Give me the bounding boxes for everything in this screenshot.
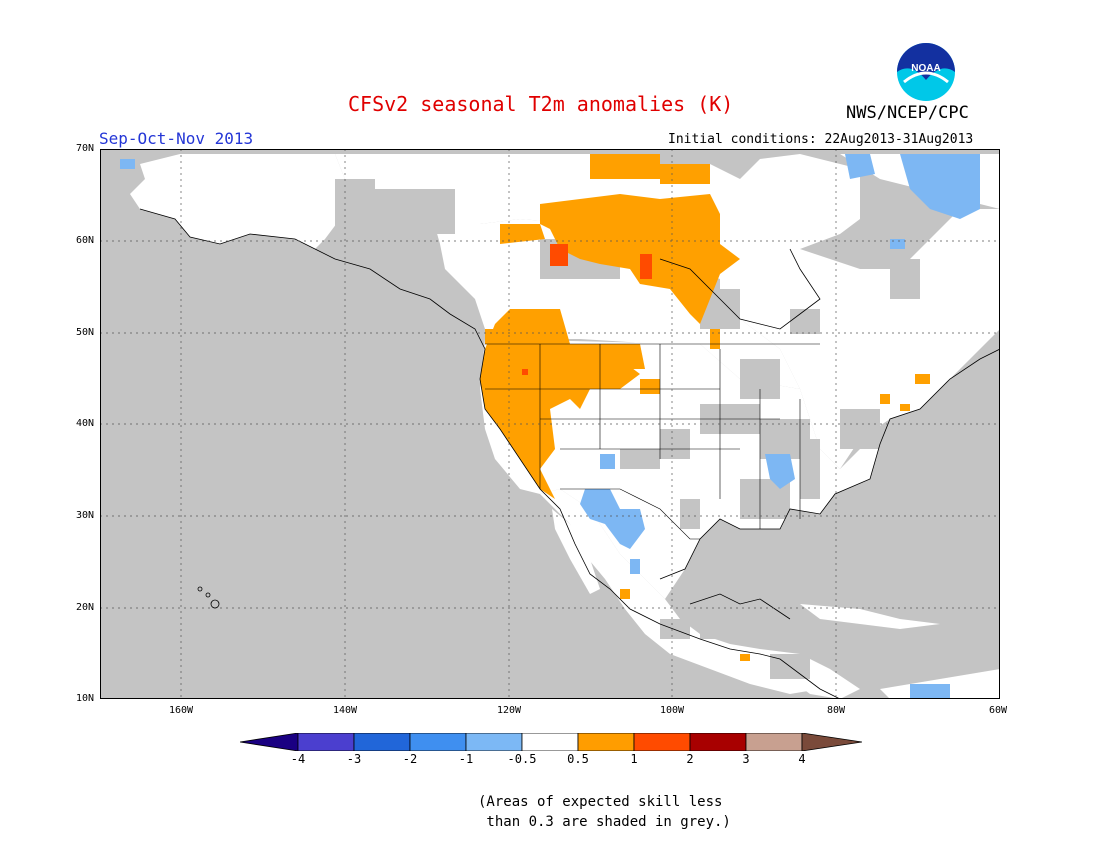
legend-swatch-neutral: [521, 733, 579, 751]
season-label: Sep-Oct-Nov 2013: [99, 129, 254, 148]
lon-label-140w: 140W: [332, 705, 358, 716]
lon-label-120w: 120W: [496, 705, 522, 716]
legend-tick-label: -4: [290, 752, 306, 766]
legend-tick-label: -2: [402, 752, 418, 766]
logo-text: NOAA: [911, 63, 940, 74]
skill-note-line2: than 0.3 are shaded in grey.): [478, 814, 731, 830]
map-title: CFSv2 seasonal T2m anomalies (K): [348, 92, 734, 116]
hawaii-islands: [197, 586, 220, 609]
noaa-logo: NOAA: [897, 43, 955, 101]
lon-label-160w: 160W: [168, 705, 194, 716]
strong-warm-regions: [522, 244, 652, 375]
legend-tick-label: -3: [346, 752, 362, 766]
lon-label-80w: 80W: [826, 705, 846, 716]
legend-swatch-minus2-minus1: [409, 733, 467, 751]
lat-label-60n: 60N: [75, 235, 94, 246]
legend-swatch-2-3: [689, 733, 747, 751]
lon-label-100w: 100W: [659, 705, 685, 716]
skill-note: (Areas of expected skill less than 0.3 a…: [478, 792, 731, 832]
legend-swatch-1-2: [633, 733, 691, 751]
legend-tick-label: 2: [686, 752, 694, 766]
legend-tick-label: 4: [798, 752, 806, 766]
lat-label-30n: 30N: [75, 510, 94, 521]
lat-label-70n: 70N: [75, 143, 94, 154]
legend-tick-label: -1: [458, 752, 474, 766]
anomaly-map: [100, 149, 1000, 699]
legend-swatch-above-4: [801, 733, 862, 751]
legend-swatch-minus3-minus2: [353, 733, 411, 751]
legend-swatch-minus1-minus05: [465, 733, 523, 751]
lat-label-50n: 50N: [75, 327, 94, 338]
graticule: [100, 149, 1000, 699]
cool-anomaly-regions: [120, 154, 980, 699]
legend-swatch-3-4: [745, 733, 803, 751]
legend-tick-label: 1: [630, 752, 638, 766]
lat-label-20n: 20N: [75, 602, 94, 613]
skill-note-line1: (Areas of expected skill less: [478, 794, 723, 810]
legend-tick-label: -0.5: [507, 752, 537, 766]
lon-label-60w: 60W: [988, 705, 1008, 716]
legend-tick-label: 3: [742, 752, 750, 766]
lat-label-40n: 40N: [75, 418, 94, 429]
color-legend-bar: [240, 733, 862, 751]
legend-swatch-05-1: [577, 733, 635, 751]
legend-swatch-below-minus4: [240, 733, 299, 751]
political-borders: [485, 343, 820, 540]
legend-tick-label: 0.5: [567, 752, 589, 766]
agency-label: NWS/NCEP/CPC: [846, 103, 969, 123]
initial-conditions-label: Initial conditions: 22Aug2013-31Aug2013: [668, 132, 974, 147]
lat-label-10n: 10N: [75, 693, 94, 704]
legend-swatch-minus4-minus3: [297, 733, 355, 751]
